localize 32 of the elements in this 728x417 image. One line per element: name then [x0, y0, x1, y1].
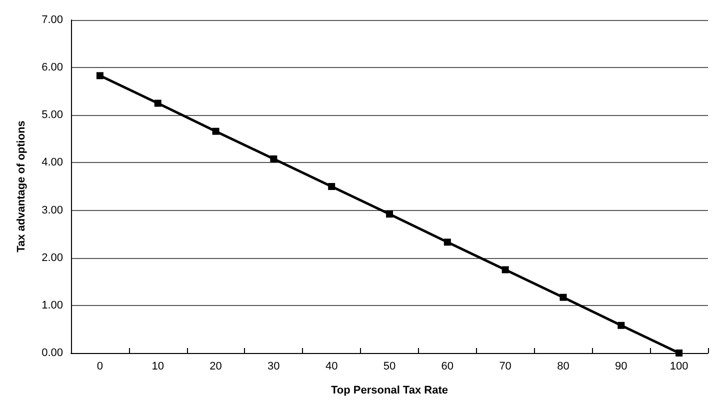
point — [328, 183, 336, 190]
x-tick-label: 60 — [441, 360, 454, 372]
y-tick-label: 2.00 — [42, 252, 63, 264]
y-tick-label: 0.00 — [42, 347, 63, 359]
x-tick-label: 10 — [152, 360, 164, 372]
x-tick-label: 50 — [383, 360, 396, 372]
y-tick-label: 7.00 — [42, 14, 63, 26]
x-tick-label: 30 — [268, 360, 280, 372]
point — [270, 155, 278, 162]
x-tick-label: 40 — [325, 360, 338, 372]
x-tick-label: 70 — [499, 360, 512, 372]
point — [154, 100, 162, 107]
y-tick-label: 5.00 — [42, 109, 63, 122]
y-tick-label: 6.00 — [42, 62, 63, 74]
point — [96, 72, 104, 80]
y-tick-label: 1.00 — [42, 299, 63, 312]
point — [502, 266, 509, 274]
x-tick-label: 90 — [615, 360, 628, 372]
x-tick-label: 100 — [670, 360, 688, 372]
y-tick-label: 4.00 — [42, 156, 63, 169]
point — [676, 350, 683, 356]
y-tick-label: 3.00 — [42, 204, 63, 216]
point — [386, 210, 393, 218]
point — [618, 322, 625, 329]
point — [560, 294, 567, 301]
y-axis-title: Tax advantage of options — [16, 120, 28, 252]
x-tick-label: 0 — [96, 360, 104, 372]
point — [212, 128, 220, 135]
point — [444, 238, 451, 246]
x-tick-label: 20 — [210, 360, 222, 372]
x-tick-label: 80 — [557, 360, 570, 372]
x-axis-title: Top Personal Tax Rate — [331, 384, 448, 396]
